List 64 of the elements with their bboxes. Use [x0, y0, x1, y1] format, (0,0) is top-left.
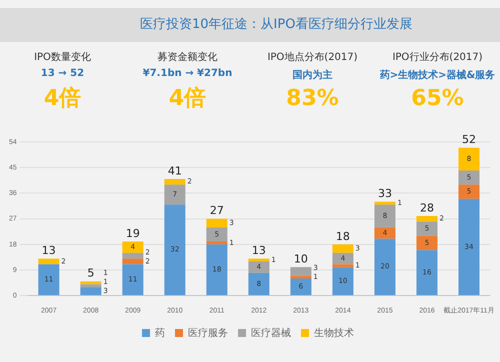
- text: 83%: [285, 86, 340, 111]
- text: 4倍: [42, 85, 82, 113]
- bar: [206, 244, 228, 296]
- bar: [38, 264, 60, 296]
- text: 募资金额变化: [156, 50, 218, 64]
- bar: [374, 238, 396, 296]
- bar: [248, 261, 270, 273]
- text: 4倍: [168, 85, 208, 113]
- bar: [374, 227, 396, 239]
- text: ¥7.1bn → ¥27bn: [142, 68, 234, 79]
- bar: [416, 216, 438, 222]
- text: 13 → 52: [40, 68, 86, 79]
- bar: [248, 272, 270, 296]
- legend-label: 医疗器械: [251, 326, 291, 339]
- bar: [290, 267, 312, 276]
- total-label: 18: [336, 230, 350, 243]
- bar: [122, 252, 144, 259]
- text: IPO地点分布(2017): [266, 50, 359, 64]
- bar: [80, 284, 102, 288]
- bar: [416, 222, 438, 236]
- bar: [290, 278, 312, 296]
- bar: [458, 184, 480, 199]
- bar: [416, 250, 438, 296]
- bar: [164, 178, 186, 185]
- text: 国内为主: [292, 68, 334, 82]
- bar: [206, 227, 228, 242]
- total-label: 52: [462, 133, 476, 146]
- total-label: 5: [87, 266, 94, 280]
- bar: [164, 204, 186, 296]
- text: 药>生物技术>器械&服务: [378, 68, 496, 82]
- bar: [458, 198, 480, 296]
- text: IPO行业分布(2017): [391, 50, 484, 64]
- text: 65%: [410, 86, 465, 111]
- bar: [374, 204, 396, 228]
- total-label: 33: [378, 187, 392, 200]
- total-label: 13: [252, 244, 266, 257]
- text: IPO数量变化: [33, 50, 92, 64]
- bar: [458, 148, 480, 170]
- legend-label: 医疗服务: [188, 326, 228, 339]
- legend-label: 生物技术: [314, 326, 354, 339]
- bar: [332, 267, 354, 296]
- bar: [206, 242, 228, 244]
- bar: [458, 170, 480, 185]
- bar: [80, 287, 102, 296]
- bar: [122, 264, 144, 296]
- bar: [332, 252, 354, 264]
- bar: [206, 218, 228, 228]
- total-label: 28: [420, 201, 434, 214]
- bar: [248, 258, 270, 262]
- bar: [290, 276, 312, 279]
- bar: [416, 236, 438, 250]
- bar: [38, 258, 60, 264]
- legend-label: 药: [155, 326, 165, 339]
- bar: [332, 244, 354, 253]
- chart-title: 医疗投资10年征途：从IPO看医疗细分行业发展: [0, 8, 500, 42]
- bar: [122, 242, 144, 253]
- total-label: 27: [210, 204, 224, 218]
- total-label: 19: [126, 226, 140, 240]
- total-label: 41: [168, 164, 182, 178]
- bar: [122, 258, 144, 264]
- total-label: 10: [294, 252, 308, 266]
- bar: [164, 184, 186, 205]
- total-label: 13: [42, 244, 56, 257]
- bar: [374, 202, 396, 205]
